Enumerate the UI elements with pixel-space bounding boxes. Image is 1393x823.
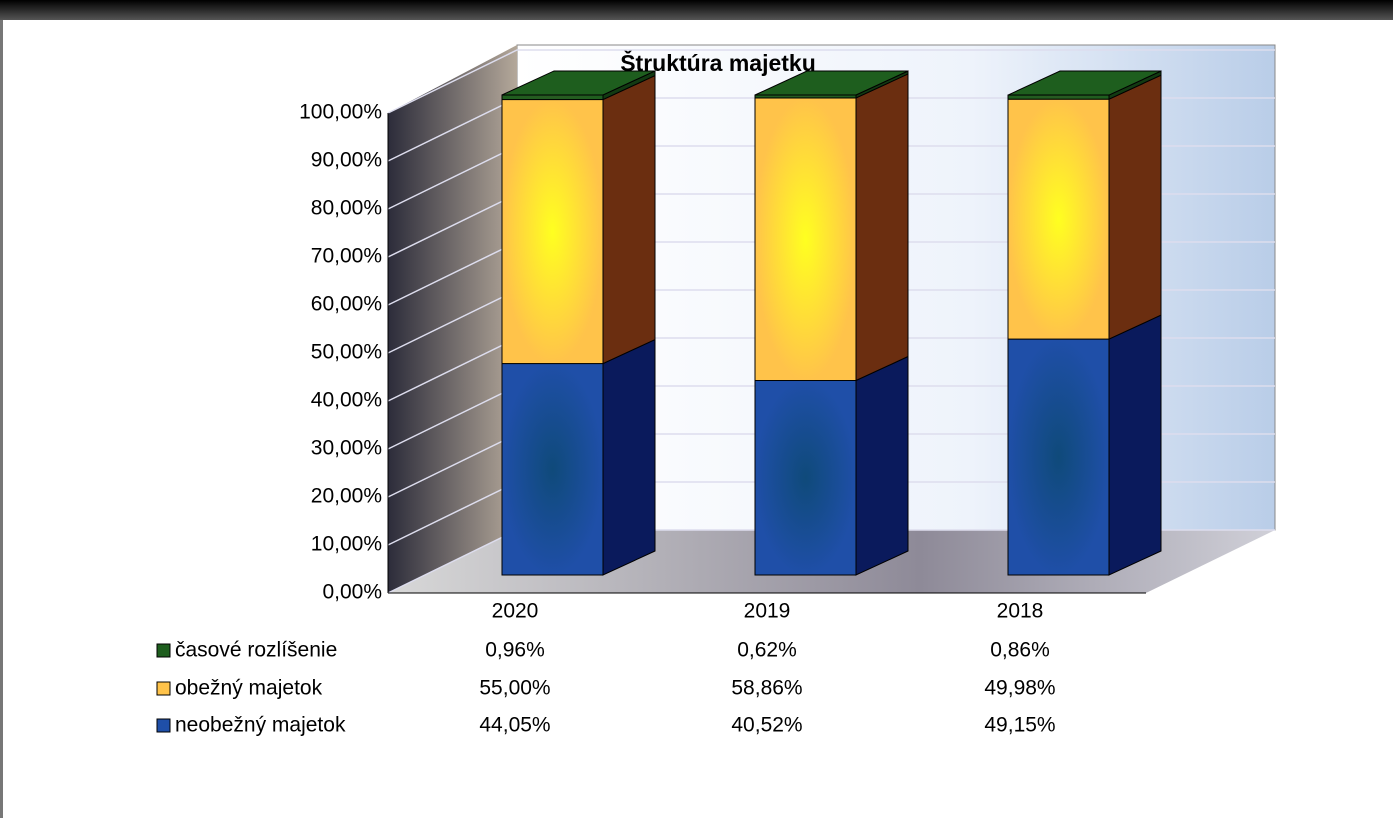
data-label: 0,62%	[737, 639, 797, 662]
y-tick-label: 40,00%	[311, 389, 382, 412]
bar	[501, 99, 604, 365]
bar	[1007, 338, 1110, 576]
y-tick-label: 90,00%	[311, 149, 382, 172]
bar-top	[754, 70, 909, 96]
x-tick-label: 2019	[744, 600, 791, 623]
bar-side	[855, 73, 909, 382]
bar-side	[1108, 74, 1162, 340]
y-tick-label: 20,00%	[311, 485, 382, 508]
bar-side	[855, 355, 909, 576]
bar	[501, 94, 604, 101]
legend-key	[156, 643, 171, 658]
data-label: 0,96%	[485, 639, 545, 662]
data-label: 55,00%	[479, 677, 550, 700]
y-tick-label: 50,00%	[311, 341, 382, 364]
bar	[1007, 98, 1110, 340]
top-bar	[0, 0, 1393, 20]
y-tick-label: 70,00%	[311, 245, 382, 268]
bar-top	[1007, 70, 1162, 96]
data-label: 0,86%	[990, 639, 1050, 662]
y-tick-label: 80,00%	[311, 197, 382, 220]
legend-key	[156, 681, 171, 696]
y-tick-label: 0,00%	[322, 581, 382, 604]
y-tick-label: 100,00%	[299, 101, 382, 124]
data-label: 58,86%	[731, 677, 802, 700]
legend-label: neobežný majetok	[175, 714, 346, 737]
x-tick-label: 2018	[997, 600, 1044, 623]
bar	[501, 363, 604, 576]
bar-side	[602, 338, 656, 576]
y-tick-label: 10,00%	[311, 533, 382, 556]
side-wall	[388, 45, 517, 593]
bar-side	[1108, 314, 1162, 576]
bar	[754, 97, 857, 382]
bar-side	[602, 74, 656, 365]
bar	[754, 380, 857, 576]
x-tick-label: 2020	[492, 600, 539, 623]
grid-line	[387, 49, 1275, 114]
legend-label: obežný majetok	[175, 677, 323, 700]
data-label: 49,98%	[984, 677, 1055, 700]
data-label: 49,15%	[984, 714, 1055, 737]
legend-label: časové rozlíšenie	[175, 639, 337, 662]
data-label: 40,52%	[731, 714, 802, 737]
y-tick-label: 60,00%	[311, 293, 382, 316]
bar-top	[501, 70, 656, 96]
data-label: 44,05%	[479, 714, 550, 737]
left-border	[0, 20, 3, 818]
y-tick-label: 30,00%	[311, 437, 382, 460]
legend-key	[156, 718, 171, 733]
bar	[1007, 94, 1110, 100]
